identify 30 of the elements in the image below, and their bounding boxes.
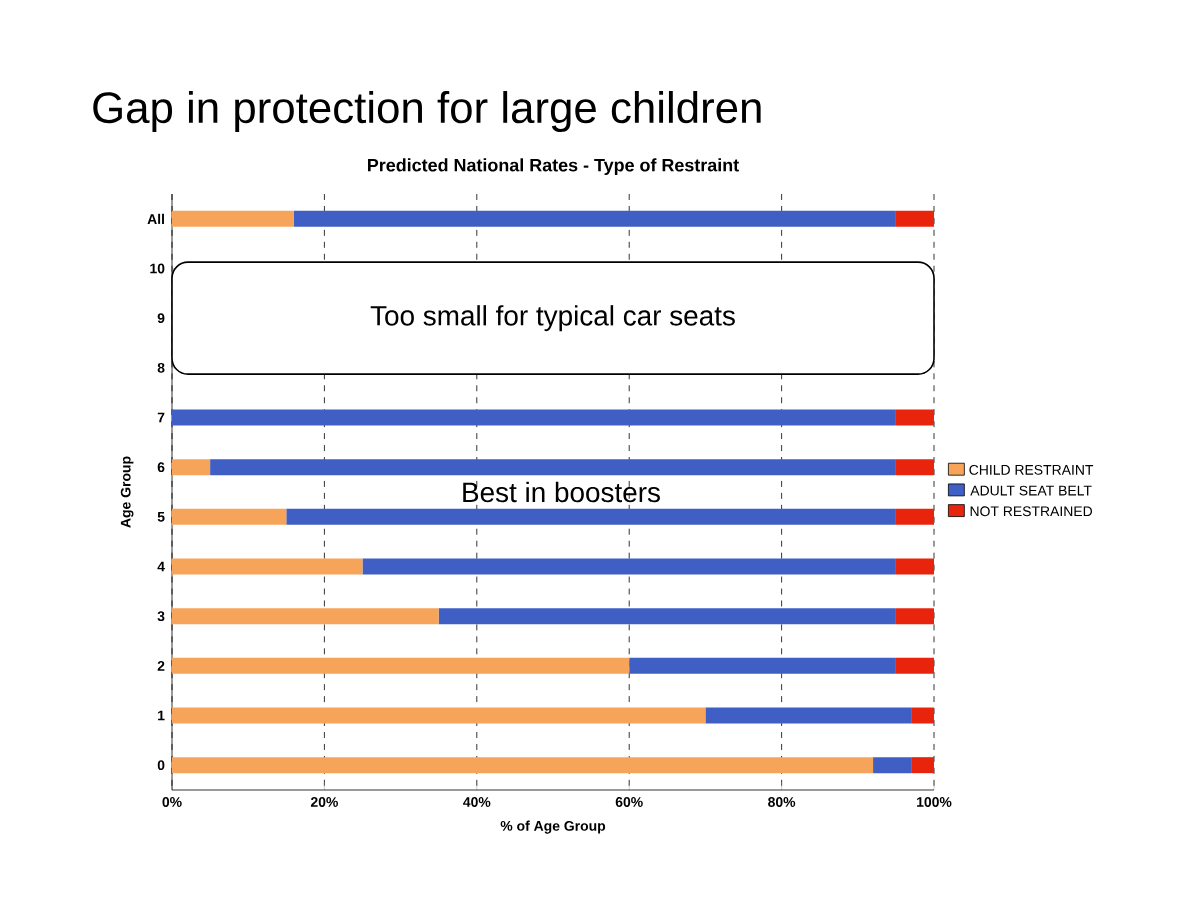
bar [895,608,935,625]
bar [172,459,211,476]
bar [895,409,935,426]
bar [172,608,439,625]
bar [172,757,874,774]
annotation: Too small for typical car seats [370,305,735,332]
bar [172,508,287,525]
bar [172,210,294,227]
bar [873,757,912,774]
bar [172,707,706,724]
bar [911,707,935,724]
bar [705,707,912,724]
bar [895,558,935,575]
bar [172,409,896,426]
bar [362,558,896,575]
bar [895,459,935,476]
bar [172,657,630,674]
bar [895,657,935,674]
bar [210,459,896,476]
bar [895,508,935,525]
bar [895,210,935,227]
bar [286,508,896,525]
bar [293,210,896,227]
chart-title: Gap in protection for large children [93,91,761,132]
bar [172,558,363,575]
bar [438,608,896,625]
annotation: Best in boosters [463,481,660,503]
bar [911,757,935,774]
bar [629,657,896,674]
chart-subtitle: Predicted National Rates - Type of Restraint [368,158,739,175]
